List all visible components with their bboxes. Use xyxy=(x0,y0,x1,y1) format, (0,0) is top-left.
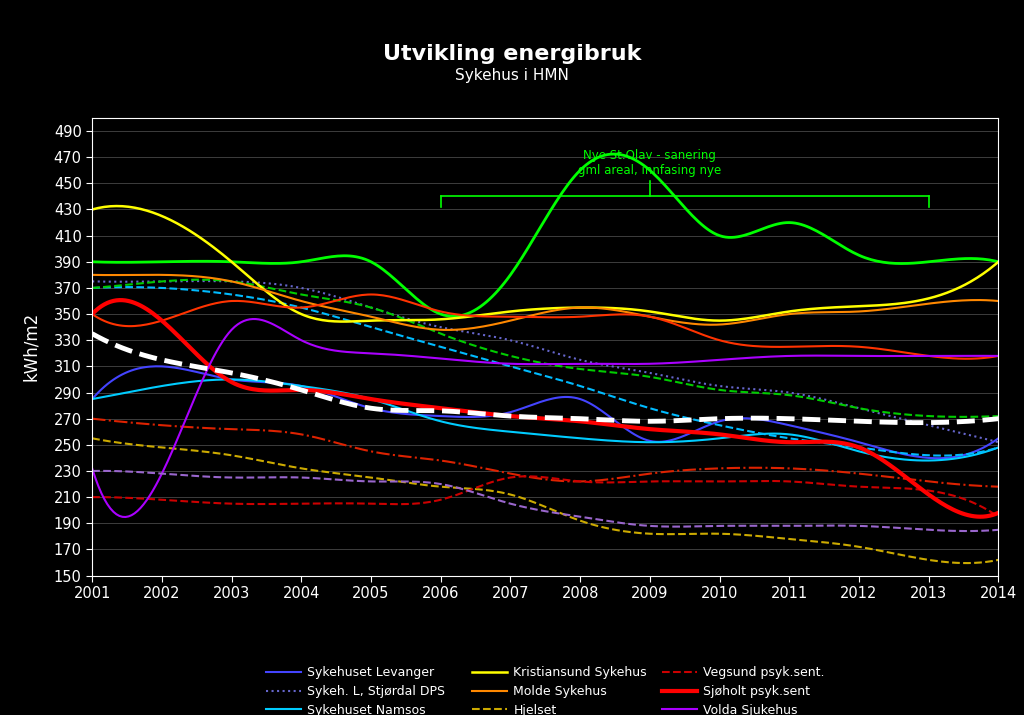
Text: Sykehus i HMN: Sykehus i HMN xyxy=(455,68,569,82)
Text: Utvikling energibruk: Utvikling energibruk xyxy=(383,44,641,64)
Legend: Sykehuset Levanger, Sykeh. L, Stjørdal DPS, Sykehuset Namsos, Sykeh. N, Kolverei: Sykehuset Levanger, Sykeh. L, Stjørdal D… xyxy=(266,666,824,715)
Text: Nye St.Olav - sanering
gml areal, innfasing nye: Nye St.Olav - sanering gml areal, innfas… xyxy=(579,149,722,177)
Y-axis label: kWh/m2: kWh/m2 xyxy=(22,312,40,381)
